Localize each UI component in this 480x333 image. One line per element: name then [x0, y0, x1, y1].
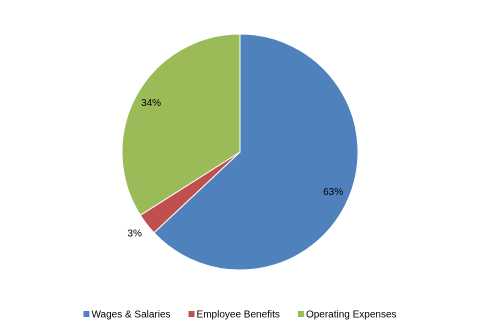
- pie-slice: [121, 33, 241, 216]
- data-label: 3%: [127, 228, 142, 239]
- legend-label: Employee Benefits: [197, 310, 280, 321]
- pie-slice: [153, 33, 359, 271]
- legend-swatch: [188, 311, 195, 317]
- legend-label: Operating Expenses: [306, 310, 397, 321]
- legend-swatch: [83, 311, 90, 317]
- legend-label: Wages & Salaries: [91, 310, 170, 321]
- data-label: 63%: [323, 187, 343, 198]
- data-label: 34%: [141, 98, 161, 109]
- legend-swatch: [297, 311, 304, 317]
